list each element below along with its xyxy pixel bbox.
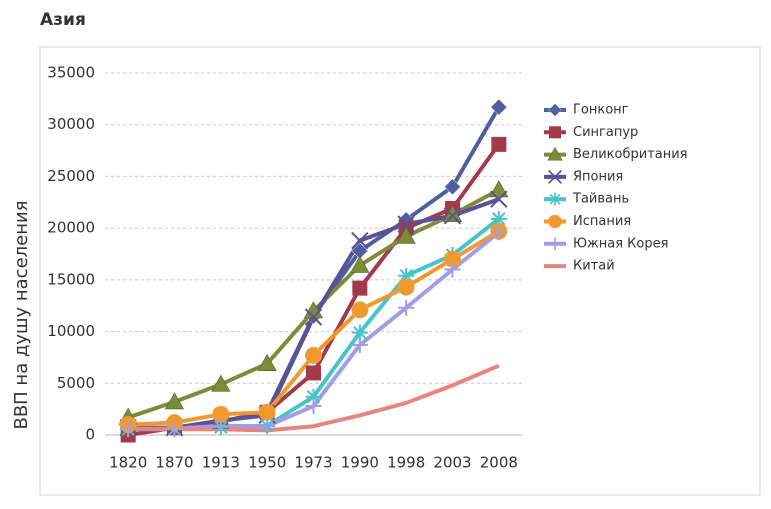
y-tick-label: 20000 <box>47 219 95 237</box>
legend-label: Великобритания <box>573 147 688 162</box>
y-tick-label: 35000 <box>47 64 95 82</box>
data-point <box>351 301 369 319</box>
x-tick-label: 1950 <box>248 454 286 472</box>
data-point <box>166 420 183 437</box>
data-point <box>398 267 415 284</box>
x-tick-label: 1913 <box>202 454 240 472</box>
data-point <box>396 226 416 244</box>
chart-frame <box>39 46 761 496</box>
data-point <box>164 392 185 410</box>
x-tick-label: 1998 <box>387 454 425 472</box>
y-axis-label: ВВП на душу населения <box>11 200 32 429</box>
data-point <box>351 231 369 250</box>
data-point <box>305 346 322 364</box>
data-point <box>211 374 231 392</box>
legend-marker <box>548 169 562 184</box>
data-point <box>490 210 507 227</box>
y-tick-label: 5000 <box>57 374 95 392</box>
data-point <box>120 420 137 437</box>
data-point <box>352 280 368 296</box>
data-point <box>351 324 368 341</box>
x-tick-label: 1820 <box>109 454 147 472</box>
legend-marker <box>548 103 562 117</box>
data-point <box>306 365 321 381</box>
data-point <box>490 98 508 116</box>
legend-marker <box>549 126 562 139</box>
y-tick-label: 0 <box>85 426 95 444</box>
legend-label: Тайвань <box>572 192 629 207</box>
data-point <box>442 204 463 223</box>
data-point <box>491 136 507 152</box>
data-point <box>489 180 509 198</box>
x-tick-label: 1973 <box>294 454 332 472</box>
legend-label: Гонконг <box>573 103 629 118</box>
data-point <box>257 353 277 371</box>
data-point <box>444 178 461 196</box>
x-tick-label: 1990 <box>341 454 379 472</box>
y-tick-label: 15000 <box>47 270 95 288</box>
y-tick-label: 10000 <box>47 322 95 340</box>
data-point <box>397 215 415 233</box>
data-point <box>444 261 461 278</box>
legend-label: Сингапур <box>573 125 638 140</box>
data-point <box>398 299 415 316</box>
series-line <box>128 363 500 433</box>
legend-marker <box>548 192 562 206</box>
x-tick-label: 1870 <box>155 454 193 472</box>
y-tick-label: 30000 <box>47 115 95 133</box>
data-point <box>212 417 229 434</box>
chart-title: Азия <box>40 10 86 30</box>
x-tick-label: 2003 <box>433 454 471 472</box>
data-point <box>351 337 368 354</box>
legend-marker <box>547 146 563 161</box>
data-point <box>304 308 323 326</box>
legend-label: Южная Корея <box>573 236 668 251</box>
data-point <box>443 207 462 225</box>
data-point <box>350 255 370 273</box>
y-tick-label: 25000 <box>47 167 95 185</box>
data-point <box>259 418 276 435</box>
legend-marker <box>548 214 562 229</box>
legend-marker <box>548 237 562 251</box>
data-point <box>305 388 322 405</box>
legend-label: Испания <box>573 214 631 229</box>
legend-label: Япония <box>573 169 623 184</box>
data-point <box>397 278 415 296</box>
data-point <box>490 190 508 208</box>
data-point <box>305 398 322 415</box>
legend-label: Китай <box>573 259 615 274</box>
x-tick-label: 2008 <box>480 454 518 472</box>
data-point <box>258 403 276 421</box>
data-point <box>490 224 507 241</box>
